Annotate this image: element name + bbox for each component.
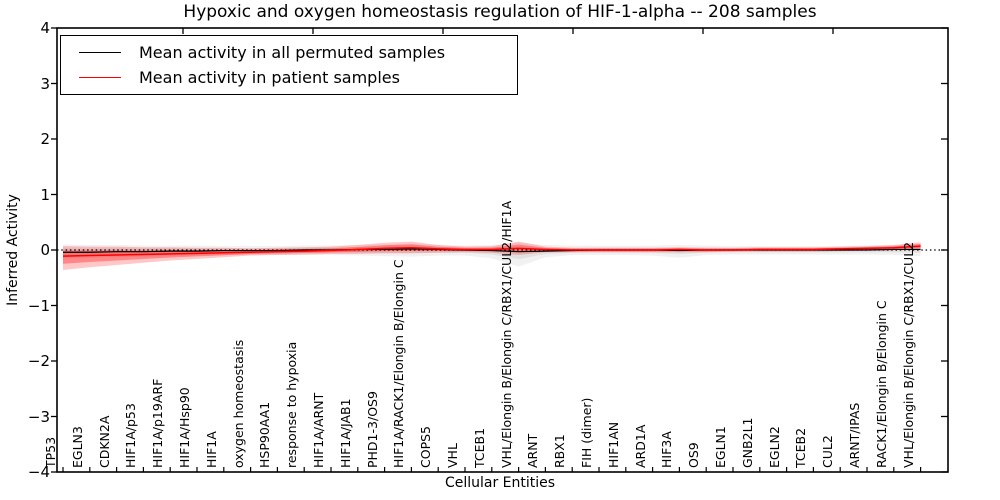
x-tick-label: oxygen homeostasis: [230, 339, 246, 468]
x-tick-label: TCEB2: [793, 427, 809, 468]
x-tick-label: FIH (dimer): [579, 397, 594, 468]
x-tick-label: HIF3A: [659, 431, 675, 468]
x-tick-label: VHL/Elongin B/Elongin C/RBX1/CUL2: [900, 241, 916, 468]
x-tick-label: EGLN2: [766, 426, 782, 468]
x-tick-label: ARNT: [525, 433, 541, 468]
y-tick-label: −1: [27, 296, 50, 315]
x-tick-label: RBX1: [552, 434, 568, 468]
legend-line-swatch-patient: [79, 77, 121, 78]
x-tick-label: COPS5: [418, 426, 434, 468]
x-tick-label: CDKN2A: [96, 415, 112, 468]
y-tick-label: 3: [40, 74, 50, 93]
x-tick-label: ARD1A: [632, 424, 648, 468]
x-tick-label: PHD1-3/OS9: [364, 391, 380, 468]
permuted-outer-band: [63, 242, 921, 267]
y-tick-label: 4: [40, 19, 50, 37]
x-tick-label: HIF1A/ARNT: [311, 392, 326, 468]
y-tick-label: 1: [40, 185, 50, 204]
x-tick-label: GNB2L1: [739, 417, 755, 468]
x-tick-label: HSP90AA1: [257, 401, 273, 468]
legend-label: Mean activity in all permuted samples: [139, 43, 446, 62]
x-axis-label: Cellular Entities: [444, 475, 556, 491]
legend: Mean activity in all permuted samples Me…: [60, 35, 518, 95]
y-tick-label: −4: [27, 463, 50, 481]
legend-item: Mean activity in patient samples: [71, 68, 507, 87]
x-tick-label: VHL: [445, 443, 460, 468]
x-tick-label: ARNT/IPAS: [847, 402, 862, 468]
x-tick-label: TP53: [43, 436, 58, 468]
x-tick-label: OS9: [686, 442, 702, 468]
legend-line-swatch-permuted: [79, 52, 121, 53]
x-tick-label: HIF1A/p19ARF: [150, 378, 166, 468]
patient-inner-band: [63, 243, 921, 264]
x-tick-label: HIF1A: [203, 431, 219, 468]
y-tick-label: −3: [27, 407, 50, 426]
y-tick-label: 2: [40, 130, 50, 148]
chart-title: Hypoxic and oxygen homeostasis regulatio…: [183, 2, 817, 22]
y-tick-label: −2: [27, 352, 50, 370]
x-tick-label: HIF1A/RACK1/Elongin B/Elongin C: [391, 259, 407, 468]
legend-item: Mean activity in all permuted samples: [71, 43, 507, 62]
legend-label: Mean activity in patient samples: [139, 68, 400, 87]
x-tick-label: TCEB1: [471, 427, 487, 468]
x-tick-label: HIF1A/JAB1: [337, 398, 353, 468]
x-tick-label: EGLN3: [69, 426, 85, 468]
x-tick-label: response to hypoxia: [284, 341, 300, 468]
x-tick-label: HIF1A/Hsp90: [177, 387, 192, 468]
x-tick-label: HIF1A/p53: [123, 403, 139, 468]
patient-outer-band: [63, 241, 921, 270]
x-tick-label: CUL2: [820, 435, 836, 468]
x-tick-label: HIF1AN: [605, 421, 621, 468]
patient-mean-line: [62, 245, 921, 257]
x-tick-label: RACK1/Elongin B/Elongin C: [873, 300, 889, 468]
x-tick-label: EGLN1: [713, 426, 728, 468]
y-tick-label: 0: [40, 241, 50, 259]
x-tick-label: VHL/Elongin B/Elongin C/RBX1/CUL2/HIF1A: [498, 200, 514, 468]
